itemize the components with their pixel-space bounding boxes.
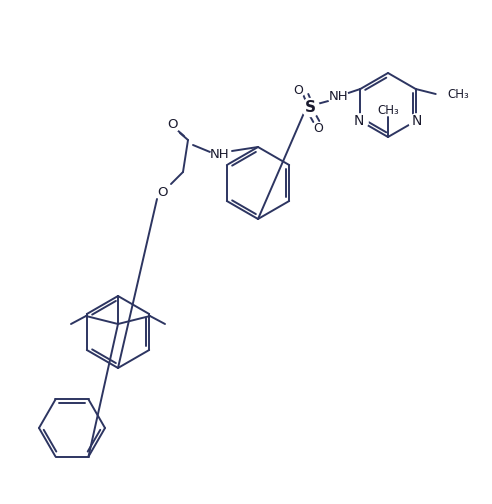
Text: N: N bbox=[411, 114, 422, 128]
Text: N: N bbox=[354, 114, 365, 128]
Text: O: O bbox=[167, 118, 177, 132]
Text: O: O bbox=[313, 122, 323, 136]
Text: O: O bbox=[158, 185, 168, 199]
Text: CH₃: CH₃ bbox=[377, 103, 399, 116]
Text: S: S bbox=[305, 99, 316, 114]
Text: NH: NH bbox=[210, 149, 230, 161]
Text: NH: NH bbox=[329, 91, 348, 103]
Text: CH₃: CH₃ bbox=[448, 89, 469, 101]
Text: O: O bbox=[293, 84, 303, 96]
